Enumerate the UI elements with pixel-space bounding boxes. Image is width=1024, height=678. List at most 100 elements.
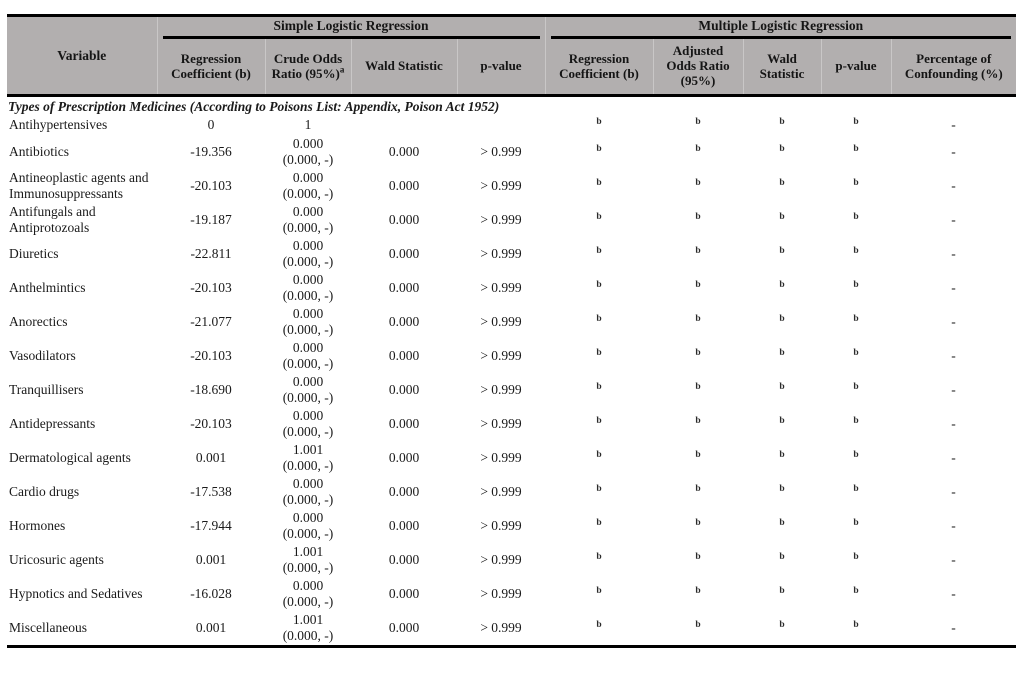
group-header-multiple: Multiple Logistic Regression	[544, 15, 1017, 39]
simple-wald-statistic-cell: 0.000	[388, 382, 420, 397]
variable-cell: Antifungals and Antiprotozoals	[9, 204, 96, 235]
crude-odds-ratio-cell: 1	[265, 115, 351, 135]
simple-regression-coefficient-cell: -19.187	[190, 212, 232, 227]
multiple-wald-statistic-cell: b	[743, 271, 821, 305]
crude-odds-ratio-cell: 1.001 (0.000, -)	[265, 441, 351, 475]
adjusted-odds-ratio-cell: b	[653, 611, 743, 648]
col-header-crude-odds-ratio: Crude Odds Ratio (95%)a	[264, 39, 351, 97]
col-header-multiple-wald-statistic: Wald Statistic	[742, 39, 821, 97]
simple-regression-coefficient-cell: 0.001	[195, 450, 227, 465]
group-simple-label: Simple Logistic Regression	[162, 17, 540, 39]
multiple-p-value-cell: b	[821, 135, 891, 169]
odds-ratio-ci: (0.000, -)	[282, 356, 334, 371]
column-header-row: Regression Coefficient (b) Crude Odds Ra…	[7, 39, 1017, 97]
footnote-b-marker: b	[853, 484, 859, 494]
footnote-b-marker: b	[695, 552, 701, 562]
variable-cell: Antineoplastic agents and Immunosuppress…	[9, 170, 149, 201]
footnote-b-marker: b	[853, 212, 859, 222]
table-row: Uricosuric agents 0.001 1.001 (0.000, -)…	[7, 543, 1016, 577]
crude-odds-ratio-cell: 0.000 (0.000, -)	[265, 305, 351, 339]
footnote-b-marker: b	[853, 314, 859, 324]
crude-odds-ratio-cell: 1.001 (0.000, -)	[265, 611, 351, 648]
table-body: Types of Prescription Medicines (Accordi…	[7, 96, 1017, 648]
variable-cell: Dermatological agents	[9, 450, 131, 465]
simple-wald-statistic-cell: 0.000	[388, 484, 420, 499]
table-row: Miscellaneous 0.001 1.001 (0.000, -) 0.0…	[7, 611, 1017, 648]
crude-odds-ratio-cell: 0.000 (0.000, -)	[265, 373, 351, 407]
odds-ratio-value: 0.000	[292, 340, 324, 355]
col-header-percentage-confounding: Percentage of Confounding (%)	[890, 39, 1017, 97]
footnote-b-marker: b	[779, 314, 785, 324]
odds-ratio-ci: (0.000, -)	[282, 526, 334, 541]
table-row: Antibiotics -19.356 0.000 (0.000, -) 0.0…	[7, 135, 1016, 169]
multiple-regression-coefficient-cell: b	[545, 237, 653, 271]
adjusted-odds-ratio-cell: b	[653, 203, 743, 237]
simple-p-value-cell: > 0.999	[480, 212, 522, 227]
odds-ratio-ci: (0.000, -)	[282, 390, 334, 405]
variable-cell: Antihypertensives	[9, 117, 108, 132]
percentage-confounding-cell: -	[951, 450, 956, 465]
variable-header-label: Variable	[57, 47, 107, 63]
col-header-multiple-regression-coefficient: Regression Coefficient (b)	[544, 39, 653, 97]
multiple-regression-coefficient-cell: b	[545, 475, 653, 509]
table-row: Diuretics -22.811 0.000 (0.000, -) 0.000…	[7, 237, 1016, 271]
simple-regression-coefficient-cell: -22.811	[190, 246, 232, 261]
adjusted-odds-ratio-cell: b	[653, 543, 743, 577]
footnote-b-marker: b	[596, 280, 602, 290]
footnote-b-marker: b	[779, 586, 785, 596]
footnote-b-marker: b	[853, 348, 859, 358]
group-multiple-label: Multiple Logistic Regression	[550, 17, 1012, 39]
multiple-regression-coefficient-cell: b	[545, 509, 653, 543]
odds-ratio-value: 1.001	[292, 544, 324, 559]
odds-ratio-value: 0.000	[292, 408, 324, 423]
percentage-confounding-cell: -	[951, 518, 956, 533]
simple-regression-coefficient-cell: -20.103	[190, 280, 232, 295]
simple-p-value-cell: > 0.999	[480, 280, 522, 295]
multiple-wald-statistic-cell: b	[743, 169, 821, 203]
simple-p-value-cell: > 0.999	[480, 314, 522, 329]
odds-ratio-value: 0.000	[292, 578, 324, 593]
table-row: Hypnotics and Sedatives -16.028 0.000 (0…	[7, 577, 1016, 611]
odds-ratio-value: 0.000	[292, 306, 324, 321]
footnote-b-marker: b	[596, 416, 602, 426]
adjusted-odds-ratio-cell: b	[653, 373, 743, 407]
footnote-b-marker: b	[695, 382, 701, 392]
odds-ratio-value: 0.000	[292, 238, 324, 253]
simple-wald-statistic-cell: 0.000	[388, 586, 420, 601]
footnote-b-marker: b	[853, 246, 859, 256]
percentage-confounding-cell: -	[951, 212, 956, 227]
multiple-wald-statistic-cell: b	[743, 115, 821, 135]
multiple-p-value-cell: b	[821, 543, 891, 577]
variable-cell: Tranquillisers	[9, 382, 84, 397]
table-row: Antineoplastic agents and Immunosuppress…	[7, 169, 1016, 203]
footnote-b-marker: b	[779, 416, 785, 426]
percentage-confounding-cell: -	[891, 611, 1017, 648]
multiple-regression-coefficient-cell: b	[545, 169, 653, 203]
simple-p-value-cell: > 0.999	[480, 178, 522, 193]
adjusted-odds-ratio-cell: b	[653, 441, 743, 475]
logistic-regression-table: Variable Simple Logistic Regression Mult…	[7, 14, 1017, 648]
simple-wald-statistic-cell: 0.000	[388, 552, 420, 567]
multiple-p-value-cell: b	[821, 169, 891, 203]
adjusted-odds-ratio-cell: b	[653, 271, 743, 305]
percentage-confounding-cell: -	[951, 484, 956, 499]
crude-odds-ratio-cell: 0.000 (0.000, -)	[265, 271, 351, 305]
footnote-b-marker: b	[779, 178, 785, 188]
simple-p-value-cell: > 0.999	[480, 416, 522, 431]
odds-ratio-value: 1.001	[292, 612, 324, 627]
multiple-p-value-cell: b	[821, 237, 891, 271]
variable-cell: Antibiotics	[9, 144, 69, 159]
footnote-b-marker: b	[853, 518, 859, 528]
crude-odds-ratio-cell: 0.000 (0.000, -)	[265, 339, 351, 373]
footnote-b-marker: b	[779, 117, 785, 127]
footnote-b-marker: b	[596, 518, 602, 528]
odds-ratio-ci: (0.000, -)	[282, 458, 334, 473]
footnote-b-marker: b	[779, 280, 785, 290]
multiple-p-value-cell: b	[821, 115, 891, 135]
footnote-b-marker: b	[853, 280, 859, 290]
table-row: Tranquillisers -18.690 0.000 (0.000, -) …	[7, 373, 1016, 407]
footnote-b-marker: b	[853, 178, 859, 188]
variable-cell: Vasodilators	[9, 348, 76, 363]
odds-ratio-value: 1	[304, 117, 312, 132]
simple-wald-statistic-cell: 0.000	[388, 212, 420, 227]
